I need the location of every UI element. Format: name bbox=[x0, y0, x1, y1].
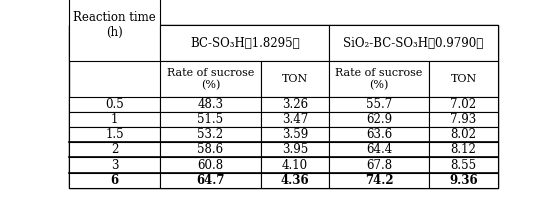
Text: 7.93: 7.93 bbox=[450, 113, 477, 126]
Text: BC-SO₃H（1.8295）: BC-SO₃H（1.8295） bbox=[190, 37, 300, 50]
Bar bbox=[69, 97, 160, 112]
Bar bbox=[160, 127, 260, 142]
Text: 67.8: 67.8 bbox=[366, 158, 392, 172]
Text: 3.47: 3.47 bbox=[281, 113, 308, 126]
Bar bbox=[160, 112, 260, 127]
Bar bbox=[260, 127, 329, 142]
Text: 8.55: 8.55 bbox=[451, 158, 477, 172]
Text: 64.4: 64.4 bbox=[366, 143, 392, 156]
Text: SiO₂-BC-SO₃H（0.9790）: SiO₂-BC-SO₃H（0.9790） bbox=[343, 37, 483, 50]
Bar bbox=[260, 142, 329, 157]
Text: 3.26: 3.26 bbox=[281, 98, 308, 111]
Bar bbox=[160, 142, 260, 157]
Text: 74.2: 74.2 bbox=[365, 174, 394, 187]
Bar bbox=[160, 97, 260, 112]
Bar bbox=[69, 127, 160, 142]
Text: 62.9: 62.9 bbox=[366, 113, 392, 126]
Bar bbox=[429, 97, 498, 112]
Text: 51.5: 51.5 bbox=[197, 113, 223, 126]
Text: Rate of sucrose
(%): Rate of sucrose (%) bbox=[336, 68, 423, 90]
Text: TON: TON bbox=[281, 74, 308, 84]
Text: 64.7: 64.7 bbox=[196, 174, 225, 187]
Bar bbox=[329, 112, 429, 127]
Bar bbox=[329, 173, 429, 188]
Text: 3.59: 3.59 bbox=[281, 128, 308, 141]
Bar bbox=[69, 157, 160, 173]
Text: 1: 1 bbox=[111, 113, 118, 126]
Bar bbox=[429, 173, 498, 188]
Text: 63.6: 63.6 bbox=[366, 128, 392, 141]
Bar bbox=[429, 142, 498, 157]
Text: Rate of sucrose
(%): Rate of sucrose (%) bbox=[167, 68, 254, 90]
Text: Reaction time
(h): Reaction time (h) bbox=[74, 11, 156, 39]
Text: 4.10: 4.10 bbox=[281, 158, 308, 172]
Text: 8.12: 8.12 bbox=[451, 143, 477, 156]
Bar bbox=[329, 127, 429, 142]
Text: 3.95: 3.95 bbox=[281, 143, 308, 156]
Bar bbox=[160, 173, 260, 188]
Bar bbox=[429, 127, 498, 142]
Text: TON: TON bbox=[450, 74, 477, 84]
Text: 8.02: 8.02 bbox=[451, 128, 477, 141]
Text: 3: 3 bbox=[111, 158, 118, 172]
Bar bbox=[260, 173, 329, 188]
Bar bbox=[69, 173, 160, 188]
Bar bbox=[69, 112, 160, 127]
Bar bbox=[429, 112, 498, 127]
Text: 1.5: 1.5 bbox=[106, 128, 124, 141]
Text: 0.5: 0.5 bbox=[105, 98, 124, 111]
Bar bbox=[329, 97, 429, 112]
Bar bbox=[260, 112, 329, 127]
Bar bbox=[329, 142, 429, 157]
Text: 58.6: 58.6 bbox=[197, 143, 223, 156]
Text: 48.3: 48.3 bbox=[197, 98, 223, 111]
Text: 9.36: 9.36 bbox=[449, 174, 478, 187]
Text: 60.8: 60.8 bbox=[197, 158, 223, 172]
Text: 4.36: 4.36 bbox=[280, 174, 309, 187]
Text: 55.7: 55.7 bbox=[366, 98, 392, 111]
Bar bbox=[429, 157, 498, 173]
Bar bbox=[69, 142, 160, 157]
Text: 2: 2 bbox=[111, 143, 118, 156]
Text: 6: 6 bbox=[111, 174, 119, 187]
Bar bbox=[329, 157, 429, 173]
Text: 53.2: 53.2 bbox=[197, 128, 223, 141]
Text: 7.02: 7.02 bbox=[451, 98, 477, 111]
Bar bbox=[260, 157, 329, 173]
Bar bbox=[160, 157, 260, 173]
Bar bbox=[260, 97, 329, 112]
